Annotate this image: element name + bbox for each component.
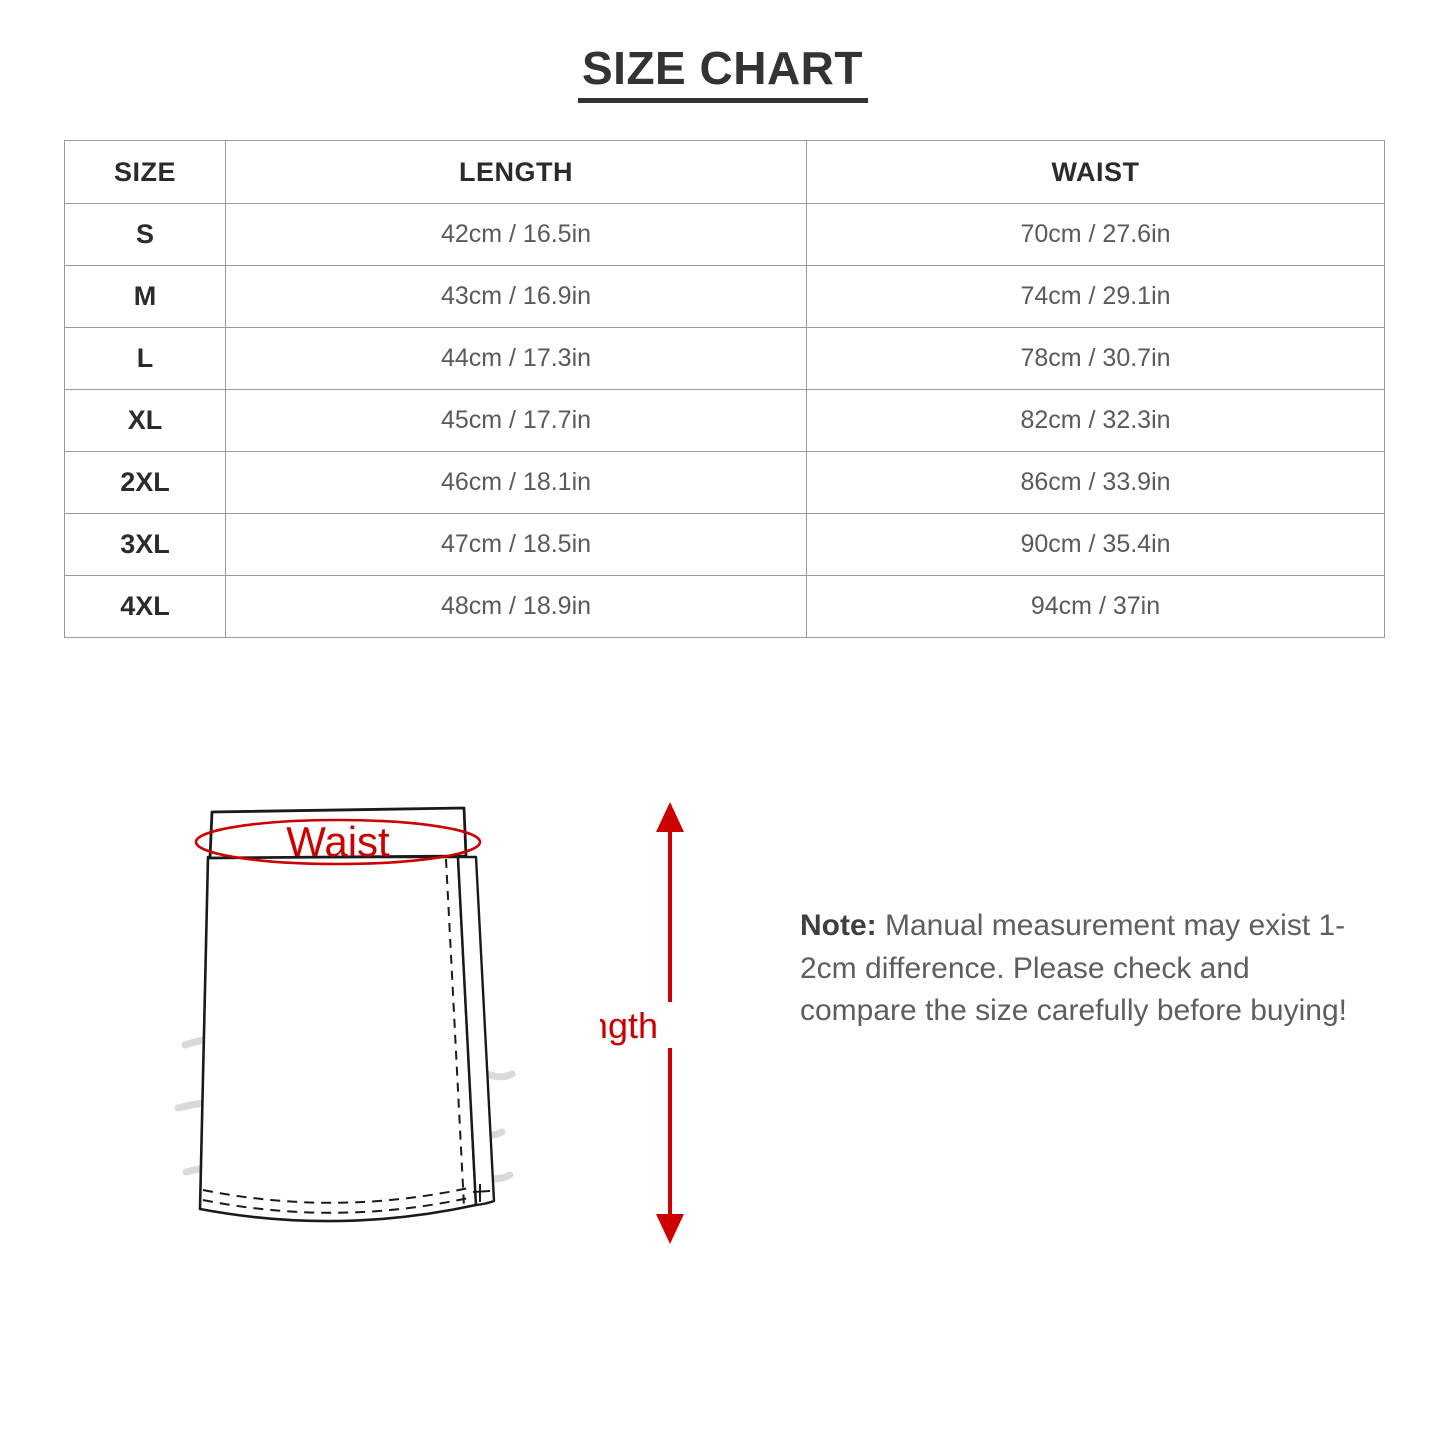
cell-length: 47cm / 18.5in [225, 513, 807, 576]
hem-corner-tick [472, 1184, 491, 1202]
table-row: XL 45cm / 17.7in 82cm / 32.3in [64, 389, 1385, 452]
cell-length: 48cm / 18.9in [225, 575, 807, 638]
table-row: S 42cm / 16.5in 70cm / 27.6in [64, 203, 1385, 266]
skirt-side-panel [456, 855, 496, 1207]
cell-waist: 74cm / 29.1in [806, 265, 1385, 328]
waist-label: Waist [286, 818, 390, 865]
note-label: Note: [800, 909, 877, 942]
table-row: 2XL 46cm / 18.1in 86cm / 33.9in [64, 451, 1385, 514]
table-row: 3XL 47cm / 18.5in 90cm / 35.4in [64, 513, 1385, 576]
skirt-body-outline [198, 855, 478, 1223]
table-row: M 43cm / 16.9in 74cm / 29.1in [64, 265, 1385, 328]
cell-size: XL [64, 389, 226, 452]
cell-size: S [64, 203, 226, 266]
page-title: SIZE CHART [582, 42, 863, 94]
cell-waist: 90cm / 35.4in [806, 513, 1385, 576]
length-measure-arrow-icon: Length [600, 802, 684, 1244]
cell-size: L [64, 327, 226, 390]
hem-stitch-line-inner [202, 1196, 474, 1214]
size-chart-table: SIZE LENGTH WAIST S 42cm / 16.5in 70cm /… [64, 140, 1385, 638]
cell-size: 3XL [64, 513, 226, 576]
length-arrow-head-down [656, 1214, 684, 1244]
cell-length: 42cm / 16.5in [225, 203, 807, 266]
column-header-length: LENGTH [225, 140, 807, 204]
cell-size: M [64, 265, 226, 328]
cell-waist: 82cm / 32.3in [806, 389, 1385, 452]
table-header-row: SIZE LENGTH WAIST [64, 140, 1385, 204]
cell-length: 46cm / 18.1in [225, 451, 807, 514]
cell-size: 4XL [64, 575, 226, 638]
table-row: L 44cm / 17.3in 78cm / 30.7in [64, 327, 1385, 390]
cell-waist: 86cm / 33.9in [806, 451, 1385, 514]
side-seam-stitch-line [445, 858, 465, 1207]
hem-stitch-line-outer [202, 1186, 474, 1204]
length-arrow-head-up [656, 802, 684, 832]
length-label: Length [600, 1005, 658, 1046]
skirt-waistband [208, 806, 468, 860]
cell-waist: 78cm / 30.7in [806, 327, 1385, 390]
measurement-illustration: Waist Length [0, 760, 1445, 1320]
cell-waist: 70cm / 27.6in [806, 203, 1385, 266]
waist-measure-ellipse [194, 818, 482, 866]
skirt-diagram-icon: Waist [174, 806, 516, 1223]
cell-size: 2XL [64, 451, 226, 514]
title-block: SIZE CHART [0, 42, 1445, 104]
note-body: Manual measurement may exist 1-2cm diffe… [800, 909, 1347, 1028]
column-header-waist: WAIST [806, 140, 1385, 204]
column-header-size: SIZE [64, 140, 226, 204]
cell-length: 43cm / 16.9in [225, 265, 807, 328]
title-underline [577, 98, 868, 104]
cell-length: 44cm / 17.3in [225, 327, 807, 390]
cell-length: 45cm / 17.7in [225, 389, 807, 452]
note-block: Note: Manual measurement may exist 1-2cm… [800, 905, 1370, 1033]
table-row: 4XL 48cm / 18.9in 94cm / 37in [64, 575, 1385, 638]
cell-waist: 94cm / 37in [806, 575, 1385, 638]
